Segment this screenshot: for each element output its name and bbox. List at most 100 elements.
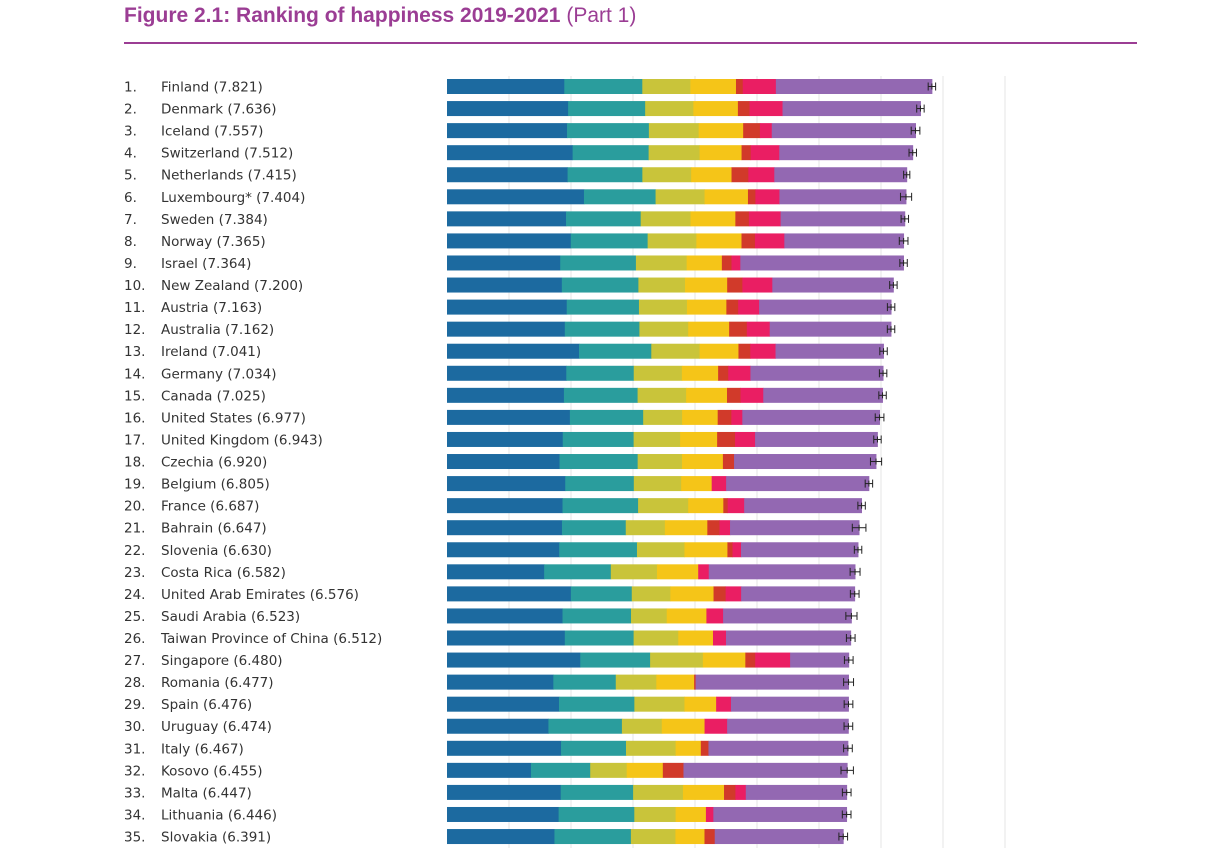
- country-label: United Arab Emirates (6.576): [161, 587, 359, 603]
- bar-segment: [754, 233, 785, 249]
- chart-row: 1. Finland (7.821): [124, 79, 937, 96]
- bar-segment: [708, 740, 849, 756]
- bar-segment: [717, 409, 732, 425]
- bar-segment: [651, 343, 700, 359]
- bar-segment: [447, 476, 566, 492]
- bar-segment: [642, 79, 691, 94]
- country-label: Iceland (7.557): [161, 124, 263, 140]
- bar-segment: [447, 277, 563, 293]
- bar-segment: [688, 498, 724, 514]
- error-bar: [910, 126, 921, 135]
- bar-segment: [744, 498, 862, 514]
- bar-segment: [740, 255, 904, 271]
- chart-row: 16. United States (6.977): [124, 409, 885, 426]
- bar-segment: [737, 101, 750, 117]
- bar-segment: [554, 829, 632, 845]
- bar-segment: [708, 564, 856, 580]
- bar-segment: [702, 652, 746, 668]
- bar-segment: [684, 542, 728, 558]
- bar-segment: [661, 718, 705, 734]
- bar-segment: [699, 343, 739, 359]
- figure-title: Figure 2.1: Ranking of happiness 2019-20…: [124, 4, 636, 28]
- bar-segment: [749, 101, 783, 117]
- bar-segment: [731, 409, 743, 425]
- bar-segment: [572, 145, 650, 161]
- error-bar: [874, 413, 885, 422]
- bar-segment: [726, 387, 741, 403]
- country-label: Uruguay (6.474): [161, 719, 272, 735]
- bar-segment: [447, 431, 564, 447]
- bar-segment: [643, 409, 683, 425]
- bar-segment: [735, 211, 750, 227]
- bar-segment: [727, 277, 743, 293]
- bar-segment: [748, 167, 775, 183]
- error-bar: [845, 611, 858, 620]
- bar-segment: [648, 123, 700, 139]
- bar-segment: [570, 233, 649, 249]
- bar-segment: [732, 542, 742, 558]
- error-bar: [841, 810, 852, 819]
- bar-segment: [563, 387, 638, 403]
- bar-segment: [740, 387, 764, 403]
- bar-segment: [726, 299, 739, 315]
- error-bar: [843, 700, 854, 709]
- rank-label: 1.: [124, 80, 137, 96]
- bar-segment: [681, 365, 719, 381]
- bar-segment: [626, 762, 664, 778]
- bar-segment: [559, 542, 638, 558]
- bar-segment: [447, 762, 532, 778]
- bar-segment: [633, 431, 681, 447]
- bar-segment: [650, 652, 704, 668]
- rank-label: 32.: [124, 763, 145, 779]
- country-label: Bahrain (6.647): [161, 521, 267, 537]
- bar-segment: [447, 211, 567, 227]
- error-bar: [878, 391, 887, 400]
- rank-label: 7.: [124, 212, 137, 228]
- bar-segment: [693, 101, 739, 117]
- rank-label: 17.: [124, 432, 145, 448]
- bar-segment: [784, 233, 905, 249]
- figure-title-main: Figure 2.1: Ranking of happiness 2019-20…: [124, 4, 561, 27]
- bar-segment: [561, 277, 639, 293]
- country-label: Malta (6.447): [161, 785, 252, 801]
- rank-label: 12.: [124, 322, 145, 338]
- bar-segment: [741, 233, 756, 249]
- bar-segment: [635, 255, 688, 271]
- error-bar: [889, 281, 898, 290]
- bar-segment: [670, 586, 714, 602]
- bar-segment: [640, 211, 691, 227]
- bar-segment: [738, 299, 760, 315]
- bar-segment: [447, 145, 574, 161]
- bar-segment: [447, 189, 585, 205]
- bar-segment: [681, 454, 724, 470]
- bar-segment: [704, 189, 749, 205]
- bar-segment: [718, 365, 729, 381]
- country-label: Ireland (7.041): [161, 344, 261, 360]
- bar-segment: [580, 652, 651, 668]
- rank-label: 4.: [124, 146, 137, 162]
- bar-segment: [559, 454, 639, 470]
- error-bar: [845, 634, 856, 642]
- error-bar: [879, 347, 888, 356]
- rank-label: 11.: [124, 300, 145, 316]
- rank-label: 2.: [124, 102, 137, 118]
- bar-segment: [544, 564, 612, 580]
- bar-segment: [763, 387, 883, 403]
- bar-segment: [561, 740, 627, 756]
- bar-segment: [634, 696, 685, 712]
- bar-segment: [735, 79, 744, 94]
- bar-segment: [699, 145, 742, 161]
- bar-segment: [747, 189, 756, 205]
- chart-row: 18. Czechia (6.920): [124, 454, 883, 471]
- bar-segment: [655, 189, 705, 205]
- country-label: Finland (7.821): [161, 80, 263, 96]
- bar-segment: [750, 145, 780, 161]
- chart-row: 32. Kosovo (6.455): [124, 762, 854, 779]
- error-bar: [900, 214, 910, 223]
- bar-segment: [704, 829, 716, 845]
- bar-segment: [686, 299, 727, 315]
- bar-segment: [633, 365, 683, 381]
- figure-title-part: (Part 1): [566, 4, 637, 27]
- rank-label: 23.: [124, 565, 145, 581]
